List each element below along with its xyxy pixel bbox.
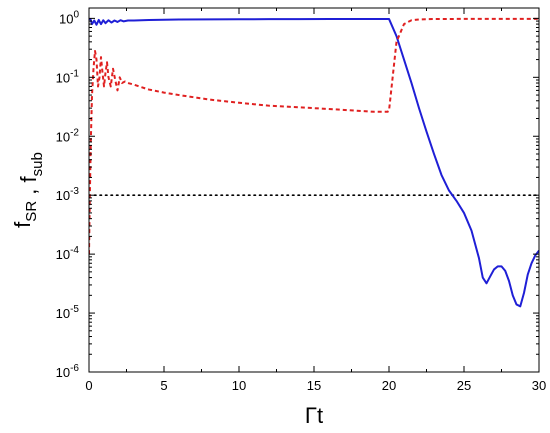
- y-axis-label: fSR , fsub: [10, 152, 46, 228]
- y-tick-label: 10-3: [56, 186, 80, 203]
- y-tick-label: 10-6: [56, 363, 80, 380]
- series-group: [89, 17, 539, 308]
- x-axis-label: Γt: [305, 403, 323, 428]
- y-tick-label: 10-2: [56, 127, 80, 144]
- x-tick-label: 25: [457, 378, 471, 393]
- x-tick-label: 0: [85, 378, 92, 393]
- x-tick-label: 5: [160, 378, 167, 393]
- plot-frame: [88, 7, 540, 373]
- axis-ticks: 0 5 10 15 20 25 30 100 10-1 10-2 10-3 10-4 10-5 10-6: [56, 8, 546, 393]
- y-tick-label: 10-5: [56, 304, 80, 321]
- series-line-2: [89, 17, 539, 255]
- y-tick-label: 10-4: [56, 245, 80, 262]
- x-tick-label: 30: [532, 378, 546, 393]
- x-tick-label: 15: [307, 378, 321, 393]
- x-tick-label: 20: [382, 378, 396, 393]
- plot-area: [89, 17, 539, 308]
- y-tick-label: 10-1: [56, 68, 80, 85]
- x-tick-label: 10: [232, 378, 246, 393]
- y-tick-label: 100: [59, 9, 79, 26]
- series-line-1: [89, 17, 539, 308]
